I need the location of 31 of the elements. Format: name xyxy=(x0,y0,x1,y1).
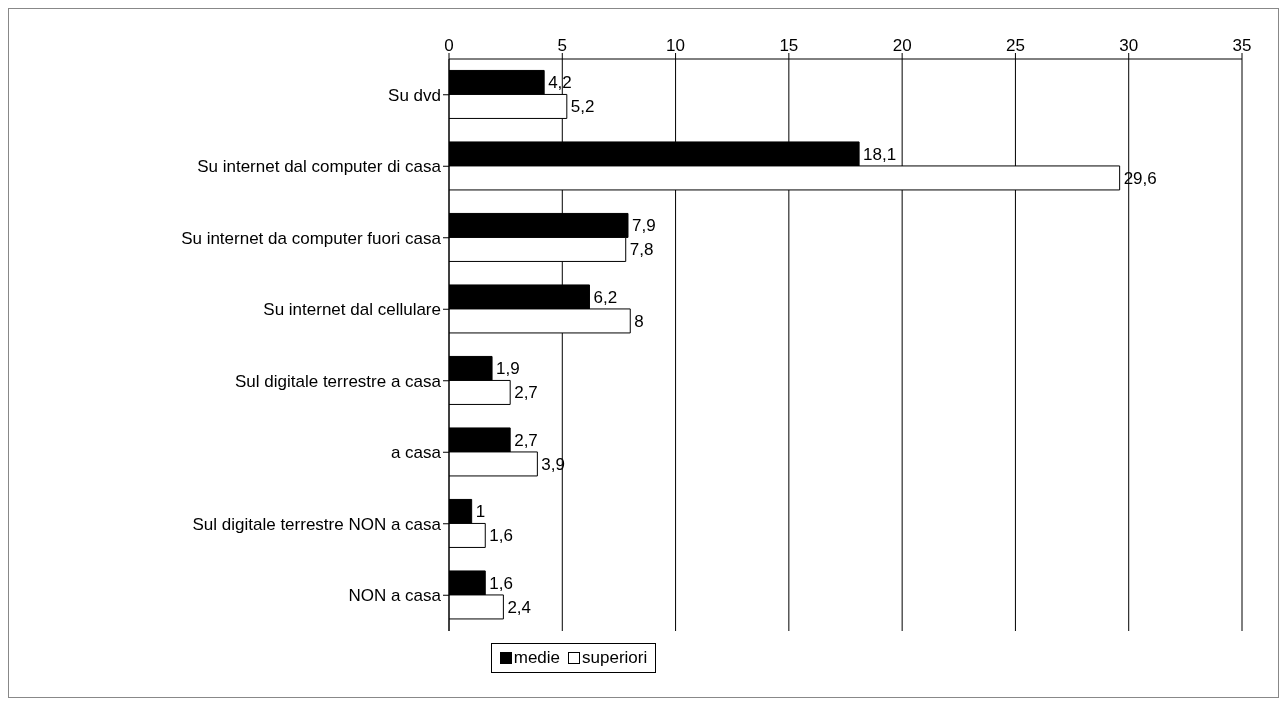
x-tick-label: 35 xyxy=(1232,36,1252,55)
data-label: 6,2 xyxy=(593,287,618,307)
data-label: 7,9 xyxy=(631,216,656,236)
x-tick-label: 15 xyxy=(779,36,799,55)
x-tick-label: 10 xyxy=(666,36,686,55)
y-tick-label: a casa xyxy=(390,443,442,463)
data-label: 8 xyxy=(634,311,644,331)
data-label: 1,9 xyxy=(496,359,520,379)
data-label: 2,7 xyxy=(514,430,538,450)
data-label: 7,8 xyxy=(629,240,654,260)
y-tick-label: Sul digitale terrestre a casa xyxy=(235,371,442,391)
y-tick-label: Su internet da computer fuori casa xyxy=(181,228,442,248)
y-tick-label: NON a casa xyxy=(348,586,442,606)
data-label: 1,6 xyxy=(489,526,513,546)
x-tick-label: 0 xyxy=(444,36,454,55)
data-label: 2,4 xyxy=(507,597,532,617)
x-tick-label: 30 xyxy=(1119,36,1139,55)
legend-label: superiori xyxy=(581,648,648,668)
y-tick-label: Sul digitale terrestre NON a casa xyxy=(192,514,442,534)
x-tick-label: 20 xyxy=(892,36,912,55)
y-tick-label: Su internet dal computer di casa xyxy=(197,157,442,177)
data-label: 1,6 xyxy=(489,573,513,593)
y-tick-label: Su internet dal cellulare xyxy=(263,300,441,320)
x-tick-label: 25 xyxy=(1005,36,1025,55)
data-label: 1 xyxy=(475,502,486,522)
data-label: 5,2 xyxy=(570,97,595,117)
data-label: 18,1 xyxy=(863,144,897,164)
legend-label: medie xyxy=(512,648,561,668)
y-tick-label: Su dvd xyxy=(388,85,441,105)
data-label: 2,7 xyxy=(514,383,538,403)
x-tick-label: 5 xyxy=(557,36,568,55)
